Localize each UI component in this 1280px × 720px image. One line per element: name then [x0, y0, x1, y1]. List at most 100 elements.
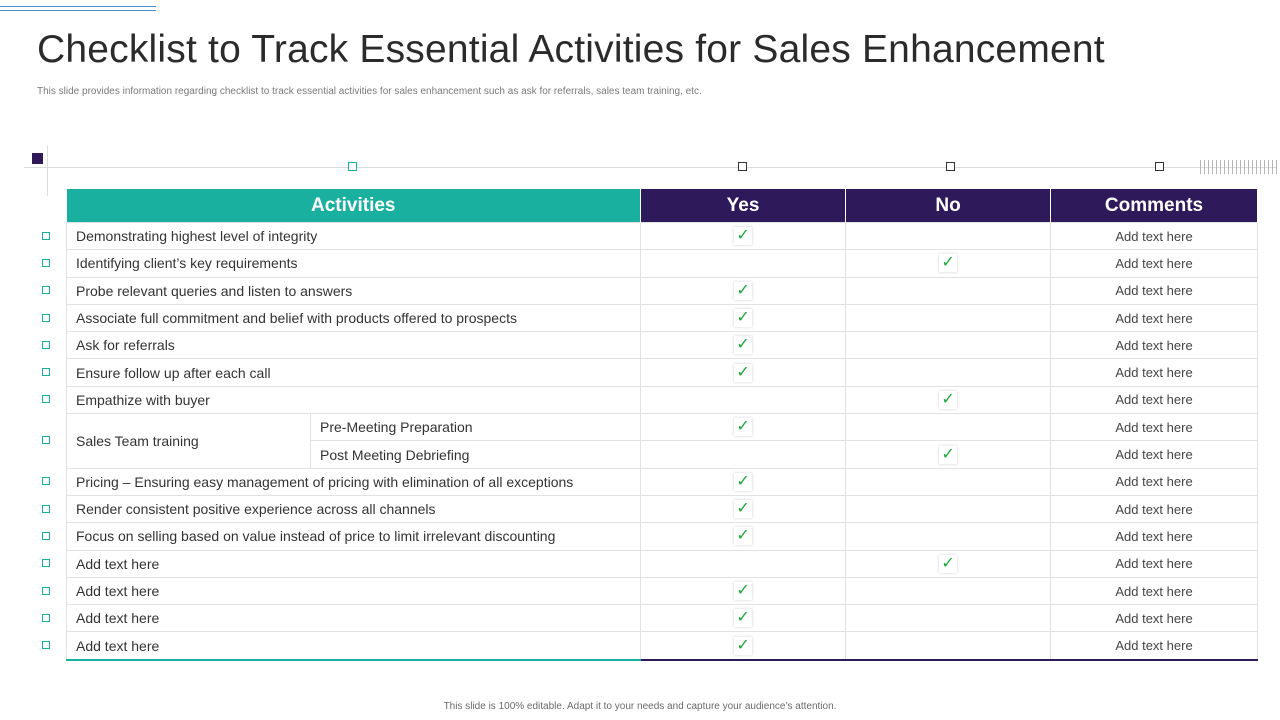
yes-cell: ✓ [640, 522, 847, 551]
yes-cell [640, 440, 847, 469]
yes-cell: ✓ [640, 413, 847, 442]
checkmark-icon: ✓ [734, 472, 753, 491]
no-cell: ✓ [845, 385, 1052, 415]
comment-cell: Add text here [1050, 440, 1259, 469]
activities-column-marker-icon [348, 162, 357, 171]
yes-column-marker-icon [738, 162, 747, 171]
slide-title: Checklist to Track Essential Activities … [37, 28, 1105, 71]
table-row: Ensure follow up after each call ✓ Add tex… [65, 358, 1259, 387]
table-row: Add text here ✓ Add text here [65, 604, 1259, 633]
checkmark-icon: ✓ [939, 390, 958, 409]
checkmark-icon: ✓ [734, 609, 753, 628]
table-row: Identifying client’s key requirements ✓ Ad… [65, 249, 1259, 278]
comments-column-marker-icon [1155, 162, 1164, 171]
no-cell [845, 522, 1052, 551]
row-marker-icon [42, 286, 50, 295]
activities-header: Activities [66, 189, 642, 223]
slide-subtitle: This slide provides information regardin… [37, 86, 702, 97]
activity-cell: Pricing – Ensuring easy management of pr… [65, 467, 642, 496]
yes-cell [640, 249, 847, 278]
comment-cell: Add text here [1050, 221, 1259, 251]
checkmark-icon: ✓ [734, 363, 753, 382]
table-row: Render consistent positive experience ac… [65, 494, 1259, 524]
activity-cell: Add text here [65, 576, 642, 606]
comment-cell: Add text here [1050, 604, 1259, 633]
comments-header: Comments [1050, 189, 1259, 223]
checkmark-icon: ✓ [734, 582, 753, 600]
decorative-tick-marks [1200, 160, 1278, 174]
row-marker-icon [42, 559, 50, 568]
comment-cell: Add text here [1050, 276, 1259, 305]
activity-cell: Add text here [65, 549, 642, 578]
vertical-guide-line [47, 146, 48, 196]
comment-cell: Add text here [1050, 385, 1259, 415]
no-cell [845, 631, 1052, 661]
row-marker-icon [42, 504, 50, 513]
comment-cell: Add text here [1050, 549, 1259, 578]
table-row: Add text here ✓ Add text here [65, 576, 1259, 606]
comment-cell: Add text here [1050, 576, 1259, 606]
table-row: Pricing – Ensuring easy management of pr… [65, 467, 1259, 496]
comment-cell: Add text here [1050, 413, 1259, 442]
no-cell: ✓ [845, 549, 1052, 578]
table-header-row: Activities Yes No Comments [66, 189, 1259, 223]
yes-cell: ✓ [640, 467, 847, 496]
comment-cell: Add text here [1050, 631, 1259, 661]
row-marker-icon [42, 258, 50, 267]
no-cell: ✓ [845, 440, 1052, 469]
yes-cell: ✓ [640, 221, 847, 251]
row-marker-icon [42, 436, 50, 445]
yes-cell: ✓ [640, 358, 847, 387]
no-cell [845, 221, 1052, 251]
table-row: Add text here ✓ Add text here [65, 549, 1259, 578]
table-row: Add text here ✓ Add text here [65, 631, 1259, 661]
yes-cell: ✓ [640, 331, 847, 360]
table-row: Ask for referrals ✓ Add text here [65, 331, 1259, 360]
no-cell [845, 331, 1052, 360]
checkmark-icon: ✓ [939, 554, 958, 573]
activity-cell: Sales Team training [66, 413, 311, 469]
checklist-table: Activities Yes No Comments Demonstrating… [65, 189, 1259, 661]
comment-cell: Add text here [1050, 331, 1259, 360]
checkmark-icon: ✓ [734, 527, 753, 546]
row-marker-icon [42, 477, 50, 486]
row-marker-icon [42, 313, 50, 322]
comment-cell: Add text here [1050, 467, 1259, 496]
no-cell [845, 303, 1052, 333]
comment-cell: Add text here [1050, 303, 1259, 333]
table-row: Empathize with buyer ✓ Add text here [65, 385, 1259, 415]
row-marker-icon [42, 613, 50, 622]
row-marker-icon [42, 340, 50, 349]
yes-cell [640, 549, 847, 578]
no-cell [845, 604, 1052, 633]
table-row: Post Meeting Debriefing ✓ Add text here [67, 440, 1259, 469]
activity-cell: Add text here [65, 604, 642, 633]
no-cell [845, 358, 1052, 387]
activity-cell: Render consistent positive experience ac… [65, 494, 642, 524]
table-row: Probe relevant queries and listen to ans… [65, 276, 1259, 305]
checkmark-icon: ✓ [734, 500, 753, 519]
yes-cell: ✓ [640, 631, 847, 661]
yes-cell [640, 385, 847, 415]
row-marker-icon [42, 641, 50, 650]
comment-cell: Add text here [1050, 358, 1259, 387]
checkmark-icon: ✓ [734, 309, 753, 328]
activity-cell: Ask for referrals [65, 331, 642, 360]
activity-cell: Demonstrating highest level of integrity [65, 221, 642, 251]
yes-cell: ✓ [640, 494, 847, 524]
no-header: No [845, 189, 1052, 223]
no-cell [845, 576, 1052, 606]
checkmark-icon: ✓ [734, 281, 753, 300]
comment-cell: Add text here [1050, 494, 1259, 524]
header-guide-line [24, 167, 1276, 168]
row-marker-icon [42, 531, 50, 540]
yes-cell: ✓ [640, 576, 847, 606]
yes-cell: ✓ [640, 276, 847, 305]
checkmark-icon: ✓ [939, 254, 958, 273]
row-marker-icon [42, 368, 50, 377]
row-marker-icon [42, 395, 50, 404]
no-cell [845, 276, 1052, 305]
no-column-marker-icon [946, 162, 955, 171]
top-accent-line [0, 6, 156, 11]
checkmark-icon: ✓ [734, 418, 753, 437]
